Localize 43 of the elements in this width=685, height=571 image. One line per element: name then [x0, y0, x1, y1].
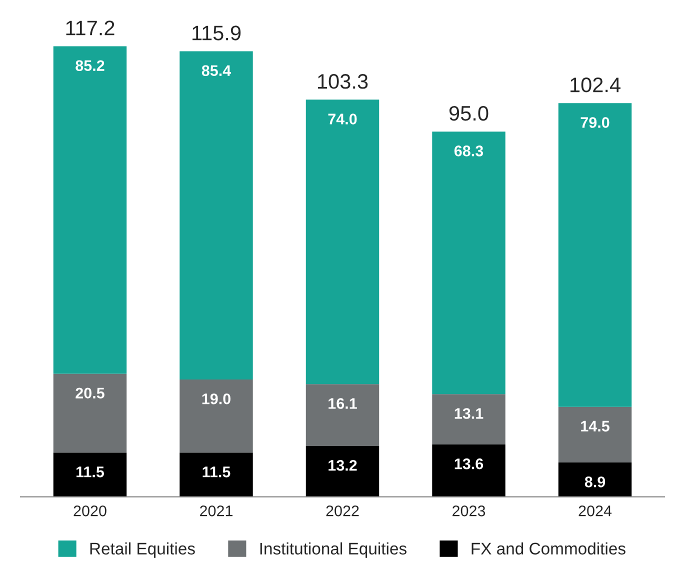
bar: [180, 380, 253, 453]
x-tick-label: 2024: [578, 506, 612, 516]
data-label: 13.2: [328, 460, 357, 471]
bar: [558, 462, 632, 497]
x-tick-label: 2021: [200, 506, 232, 516]
data-label: 11.5: [76, 466, 104, 478]
total-label: 95.0: [449, 106, 488, 121]
data-label: 14.5: [581, 420, 610, 432]
bar: [432, 132, 506, 394]
data-label: 13.1: [454, 408, 484, 419]
bar: [53, 374, 127, 453]
data-label: 11.5: [202, 466, 230, 478]
data-label: 74.0: [328, 114, 357, 124]
bar: [432, 394, 506, 444]
bar: [558, 406, 632, 463]
data-label: 16.1: [328, 398, 357, 409]
data-label: 13.6: [454, 458, 484, 470]
bar: [306, 384, 380, 446]
bar: [558, 103, 632, 407]
total-label: 115.9: [192, 26, 241, 40]
bar: [306, 446, 380, 497]
bar: [53, 452, 127, 497]
x-tick-label: 2022: [326, 506, 359, 516]
total-label: 117.2: [66, 20, 114, 36]
data-label: 8.9: [584, 476, 606, 488]
data-label: 79.0: [580, 117, 610, 128]
data-label: 20.5: [76, 388, 104, 399]
legend-label: FX and Commodities: [472, 542, 626, 555]
data-label: 68.3: [454, 146, 484, 156]
x-tick-label: 2023: [452, 506, 486, 516]
bar: [53, 46, 127, 374]
total-label: 102.4: [570, 78, 620, 92]
total-label: 103.3: [318, 74, 368, 89]
legend-label: Institutional Equities: [260, 542, 406, 558]
legend-label: Retail Equities: [90, 542, 195, 558]
bar: [432, 444, 506, 497]
bar: [180, 452, 253, 497]
bar: [180, 51, 253, 380]
data-label: 19.0: [202, 393, 230, 404]
bar: [306, 100, 380, 384]
data-label: 85.4: [202, 65, 232, 76]
data-label: 85.2: [76, 60, 104, 72]
x-tick-label: 2020: [74, 506, 106, 516]
